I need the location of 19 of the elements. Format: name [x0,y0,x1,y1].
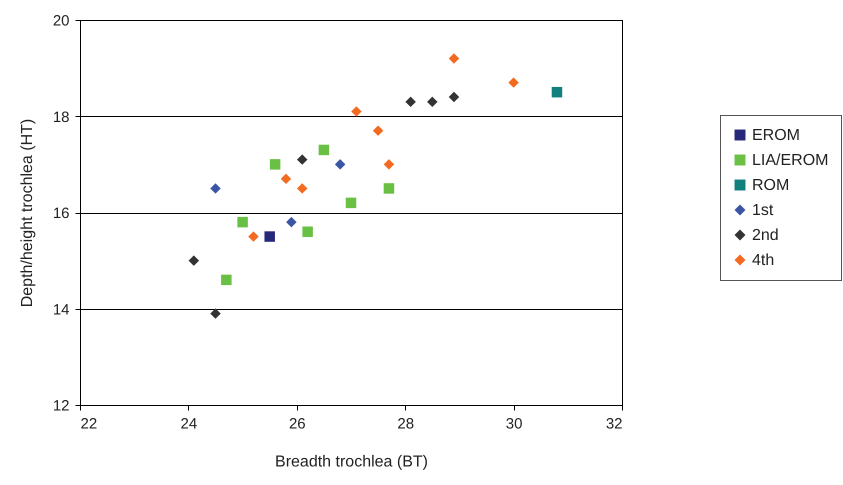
x-tick-label: 26 [288,416,306,432]
y-tick-label: 18 [52,108,70,126]
x-axis-title: Breadth trochlea (BT) [275,454,428,470]
x-tick-label: 32 [606,416,622,432]
x-tick-label: 30 [506,416,522,432]
y-tick-label: 20 [52,12,70,30]
y-axis-title: Depth/height trochlea (HT) [18,118,36,308]
y-tick-label: 16 [52,205,70,222]
x-tick-label: 28 [397,416,414,432]
y-tick-label: 14 [52,301,70,318]
legend-label: LIA/EROM [752,152,828,169]
x-tick-label: 22 [80,416,98,432]
y-tick-label: 12 [52,398,70,414]
legend-label: EROM [752,127,800,144]
x-tick-label: 24 [180,416,198,432]
legend-label: 4th [752,252,774,269]
legend-label: 2nd [752,227,779,244]
legend-label: 1st [752,202,774,219]
legend-label: ROM [752,177,790,194]
